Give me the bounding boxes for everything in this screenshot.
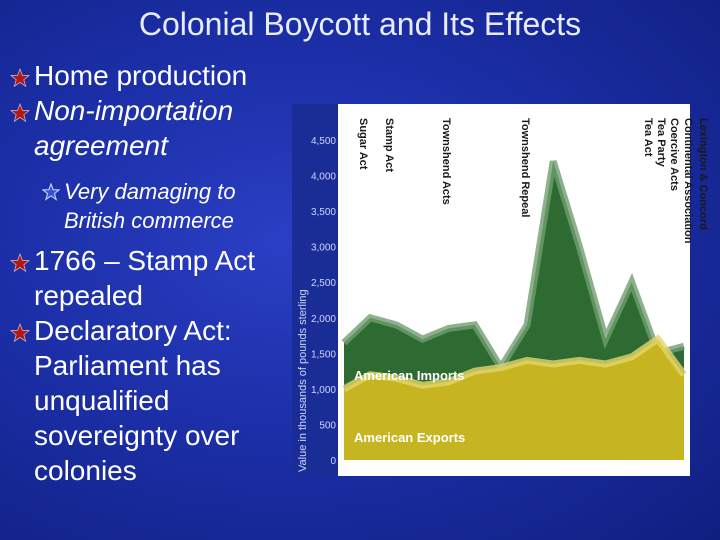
star-bullet-icon [10, 323, 30, 343]
bullet-text: Declaratory Act: Parliament has unqualif… [34, 315, 240, 486]
bullet-item: Home production [6, 58, 296, 93]
bullet-list: Home production Non-importation agreemen… [6, 58, 296, 488]
bullet-text: Home production [34, 60, 248, 91]
area-american-exports [344, 339, 684, 460]
star-bullet-icon [10, 103, 30, 123]
series-label: American Imports [354, 368, 465, 383]
event-label: Stamp Act [383, 118, 395, 172]
y-tick-label: 1,500 [311, 349, 336, 360]
series-label: American Exports [354, 430, 465, 445]
slide-title: Colonial Boycott and Its Effects [138, 6, 582, 42]
series-edge-american-imports [341, 160, 685, 375]
event-label: Townshend Acts [440, 118, 452, 205]
trade-area-chart: American Imports American Exports Sugar Ac… [292, 104, 720, 484]
bullet-text: Non-importation agreement [34, 95, 234, 161]
y-tick-label: 2,000 [311, 314, 336, 325]
y-axis-label: Value in thousands of pounds sterling [297, 289, 309, 472]
event-label: Tea Act [642, 118, 654, 157]
sub-bullet-item: Very damaging to British commerce [6, 177, 296, 235]
star-bullet-icon [10, 253, 30, 273]
event-label: Continental Association [682, 118, 694, 244]
bullet-text: Very damaging to British commerce [64, 179, 236, 233]
star-bullet-icon [10, 68, 30, 88]
y-tick-label: 3,000 [311, 243, 336, 254]
y-tick-label: 4,500 [311, 136, 336, 147]
axis-panel [292, 104, 338, 476]
y-tick-label: 500 [319, 420, 336, 431]
event-label: Lexington & Concord [697, 118, 709, 230]
bullet-item: Non-importation agreement [6, 93, 296, 163]
event-label: Coercive Acts [668, 118, 680, 191]
chart-svg: American Imports American Exports Sugar Ac… [292, 104, 709, 476]
event-label: Tea Party [655, 118, 667, 168]
series-edge-american-exports [342, 334, 687, 392]
bullet-text: 1766 – Stamp Act repealed [34, 245, 256, 311]
y-tick-label: 4,000 [311, 172, 336, 183]
star-outline-bullet-icon [42, 183, 60, 201]
event-label: Sugar Act [357, 118, 369, 170]
bullet-item: 1766 – Stamp Act repealed [6, 243, 296, 313]
event-label: Townshend Repeal [519, 118, 531, 217]
y-tick-label: 2,500 [311, 278, 336, 289]
bullet-item: Declaratory Act: Parliament has unqualif… [6, 313, 296, 488]
y-tick-label: 3,500 [311, 207, 336, 218]
y-tick-label: 1,000 [311, 385, 336, 396]
y-tick-label: 0 [330, 456, 336, 467]
